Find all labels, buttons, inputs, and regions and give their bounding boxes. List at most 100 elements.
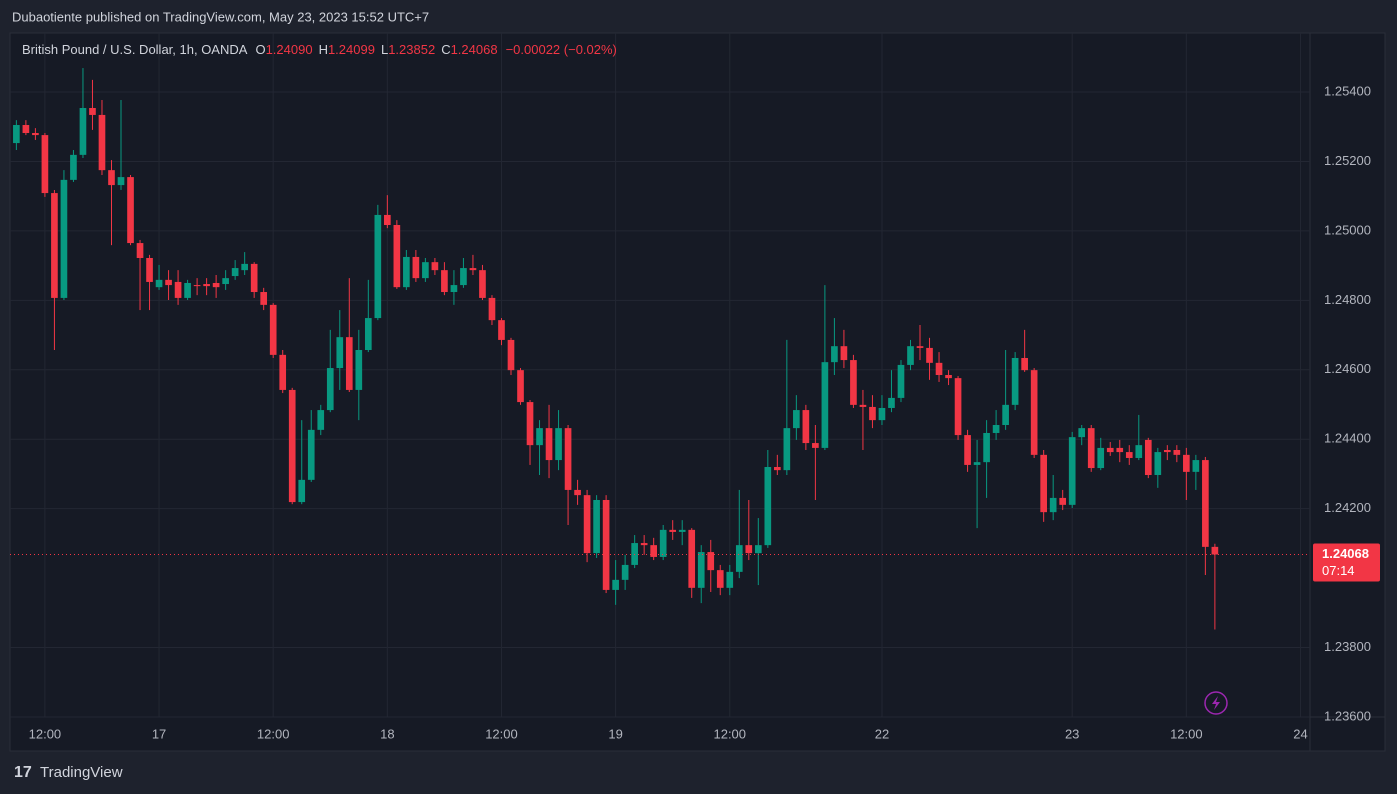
candle-body xyxy=(517,370,524,403)
legend-value: 1.23852 xyxy=(388,42,435,57)
candle-body xyxy=(888,397,895,408)
candle-body xyxy=(783,428,791,471)
candle-body xyxy=(13,125,20,144)
candle-body xyxy=(231,268,239,277)
candle-body xyxy=(1173,449,1181,455)
candle-body xyxy=(669,529,677,532)
candle-body xyxy=(146,257,153,282)
candle-body xyxy=(412,256,420,279)
candle-body xyxy=(193,285,201,287)
candle-body xyxy=(41,135,49,194)
candle-body xyxy=(992,424,1000,433)
candle-body xyxy=(907,346,914,365)
candle-body xyxy=(155,279,163,288)
candle-body xyxy=(1087,428,1095,469)
candle-body xyxy=(441,270,448,293)
candle-body xyxy=(564,428,572,490)
legend-symbol: British Pound / U.S. Dollar, 1h, OANDA xyxy=(22,42,248,57)
candle-body xyxy=(745,545,753,554)
candle-body xyxy=(22,125,30,133)
candle-body xyxy=(1040,454,1047,513)
candle-body xyxy=(298,479,306,503)
grid xyxy=(10,33,1310,718)
candle-body xyxy=(174,281,182,298)
candle-body xyxy=(916,346,924,348)
y-tick-label: 1.24600 xyxy=(1324,361,1371,376)
candle-body xyxy=(774,467,781,471)
candle-body xyxy=(212,282,220,288)
candle-body xyxy=(374,214,382,319)
candle-body xyxy=(136,243,144,258)
candle-body xyxy=(1059,497,1067,505)
candle-body xyxy=(688,529,696,588)
candle-body xyxy=(793,410,800,429)
candle-body xyxy=(203,284,210,287)
legend-key: O xyxy=(255,42,265,57)
candle-body xyxy=(450,285,458,293)
candle-body xyxy=(250,263,258,293)
candle-body xyxy=(384,214,391,226)
candle-body xyxy=(260,292,268,305)
legend-key: L xyxy=(381,42,388,57)
candle-body xyxy=(1021,357,1028,371)
last-price-badge xyxy=(1313,543,1380,582)
candle-body xyxy=(241,263,248,271)
candle-body xyxy=(70,154,77,180)
candle-body xyxy=(1068,437,1076,505)
candle-body xyxy=(707,552,715,571)
candle-body xyxy=(269,304,277,355)
candle-body xyxy=(336,337,344,369)
candle-body xyxy=(555,428,562,461)
candle-body xyxy=(526,402,534,446)
candle-body xyxy=(650,545,658,557)
x-tick-label: 12:00 xyxy=(29,726,62,741)
candle-body xyxy=(127,177,134,244)
candle-body xyxy=(840,346,848,361)
candle-body xyxy=(716,570,724,588)
candle-body xyxy=(602,499,610,590)
y-tick-label: 1.25200 xyxy=(1324,153,1371,168)
candle-body xyxy=(831,346,838,363)
candle-body xyxy=(1116,447,1124,453)
candle-body xyxy=(108,170,115,186)
candle-body xyxy=(1002,404,1009,425)
candle-body xyxy=(1097,447,1105,469)
legend-key: H xyxy=(319,42,328,57)
last-price-label: 1.24068 xyxy=(1322,546,1369,561)
candle-body xyxy=(184,282,191,298)
candle-body xyxy=(469,268,477,271)
x-tick-label: 17 xyxy=(152,726,166,741)
x-tick-label: 12:00 xyxy=(485,726,518,741)
candle-body xyxy=(79,107,87,155)
legend-value: 1.24090 xyxy=(266,42,313,57)
candle-body xyxy=(165,279,172,286)
x-tick-label: 18 xyxy=(380,726,394,741)
candle-body xyxy=(1078,428,1086,438)
candle-body xyxy=(89,107,96,115)
candle-body xyxy=(631,543,638,565)
y-tick-label: 1.23600 xyxy=(1324,708,1371,723)
alert-icon[interactable] xyxy=(1204,691,1228,715)
candle-body xyxy=(1202,460,1209,547)
candle-body xyxy=(926,347,933,363)
candle-body xyxy=(574,489,581,496)
candle-body xyxy=(326,368,334,411)
candle-body xyxy=(659,529,667,557)
y-tick-label: 1.25400 xyxy=(1324,83,1371,98)
candle-body xyxy=(878,407,886,421)
candle-body xyxy=(393,225,401,288)
candle-body xyxy=(754,545,762,554)
candle-body xyxy=(954,378,962,436)
candle-body xyxy=(307,429,315,480)
candle-body xyxy=(1211,546,1219,555)
candle-body xyxy=(60,179,68,298)
candle-body xyxy=(583,495,591,554)
candle-body xyxy=(51,193,58,298)
candle-body xyxy=(222,278,229,285)
candle-body xyxy=(479,270,486,298)
candle-body xyxy=(1030,370,1038,455)
y-tick-label: 1.24200 xyxy=(1324,500,1371,515)
candle-body xyxy=(117,177,125,186)
y-tick-label: 1.24800 xyxy=(1324,292,1371,307)
logo-mark: 17 xyxy=(14,764,32,781)
